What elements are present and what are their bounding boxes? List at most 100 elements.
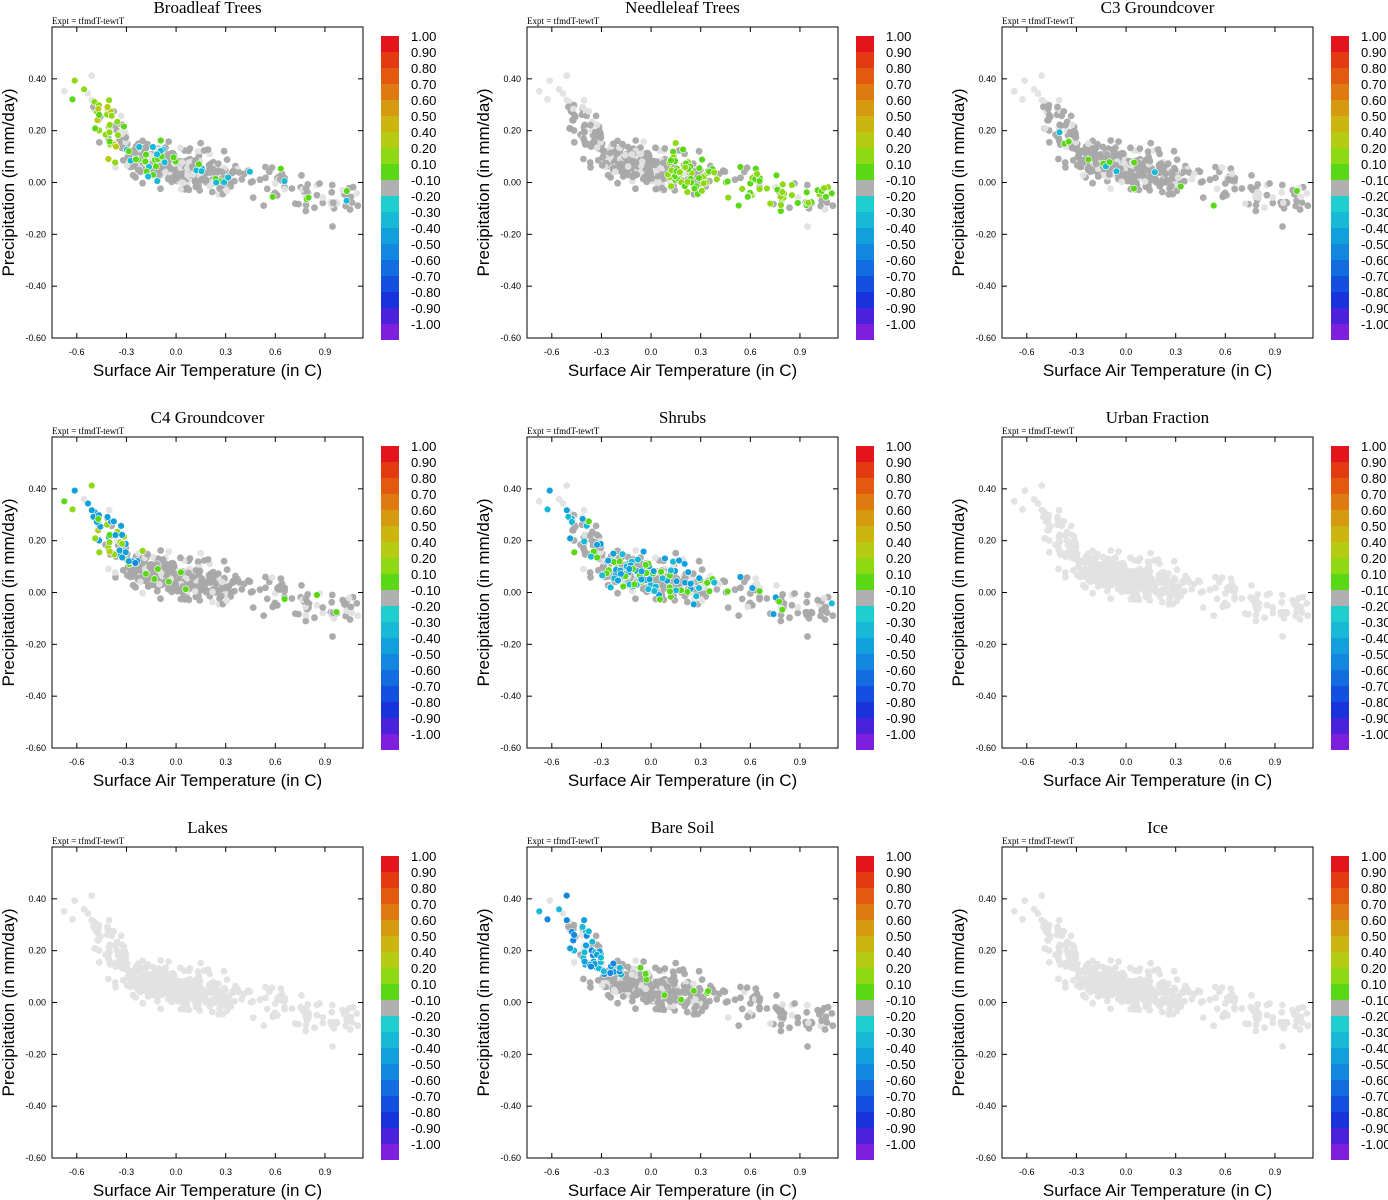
scatter-point <box>1112 572 1120 579</box>
scatter-point <box>112 573 119 581</box>
scatter-point <box>1263 601 1271 609</box>
scatter-point <box>1086 168 1094 176</box>
y-tick-label: -0.40 <box>975 691 996 701</box>
scatter-point <box>262 174 269 182</box>
colorbar-swatch <box>381 872 399 888</box>
colorbar-label: -0.70 <box>411 269 441 284</box>
scatter-point <box>106 941 114 949</box>
highlight-point <box>644 585 652 593</box>
colorbar-swatch <box>856 622 874 638</box>
scatter-point <box>1304 612 1312 620</box>
scatter-point <box>188 573 196 581</box>
colorbar-label: 0.60 <box>411 93 436 108</box>
scatter-point <box>1045 521 1053 529</box>
x-tick-label: 0.0 <box>170 757 183 767</box>
highlight-point <box>753 170 761 178</box>
colorbar-swatch <box>381 308 399 324</box>
highlight-point <box>1105 158 1114 166</box>
scatter-point <box>1231 595 1238 603</box>
scatter-point <box>1252 207 1260 215</box>
colorbar-swatch <box>856 52 874 68</box>
colorbar: 1.000.900.800.700.600.500.400.200.10-0.1… <box>1331 439 1388 750</box>
highlight-point <box>667 566 675 575</box>
highlight-point <box>68 95 77 104</box>
highlight-point <box>609 549 618 558</box>
scatter-point <box>1142 567 1150 574</box>
highlight-point <box>114 131 122 139</box>
colorbar-label: 0.60 <box>886 93 911 108</box>
highlight-point <box>197 167 206 175</box>
x-tick-label: -0.6 <box>1019 347 1035 357</box>
highlight-point <box>1112 167 1121 176</box>
scatter-point <box>1103 151 1111 158</box>
scatter-point <box>129 171 137 179</box>
scatter-point <box>786 614 793 622</box>
scatter-point <box>593 121 601 129</box>
scatter-point <box>535 497 543 505</box>
y-tick-label: -0.20 <box>975 229 996 239</box>
highlight-point <box>692 592 700 600</box>
scatter-point <box>153 971 161 978</box>
scatter-point <box>249 998 256 1005</box>
x-tick-label: 0.0 <box>1120 347 1133 357</box>
scatter-point <box>652 964 659 972</box>
scatter-point <box>1118 588 1126 596</box>
x-tick-label: -0.6 <box>1019 757 1035 767</box>
scatter-point <box>779 591 787 598</box>
scatter-point <box>1199 604 1207 611</box>
scatter-point <box>1112 162 1120 169</box>
scatter-point <box>569 105 577 113</box>
scatter-point <box>628 151 636 158</box>
scatter-point <box>1067 522 1075 530</box>
highlight-point <box>568 518 576 526</box>
colorbar-swatch <box>381 180 399 196</box>
scatter-point <box>224 994 232 1001</box>
highlight-point <box>593 553 601 562</box>
scatter-point <box>1190 170 1198 178</box>
highlight-point <box>566 534 574 543</box>
scatter-point <box>88 892 96 899</box>
scatter-point <box>1038 506 1046 514</box>
scatter-point <box>1212 584 1219 592</box>
colorbar-label: 1.00 <box>1361 29 1386 44</box>
colorbar-label: -0.40 <box>411 221 441 236</box>
highlight-point <box>332 608 341 616</box>
scatter-point <box>1296 206 1304 213</box>
colorbar-swatch <box>1331 462 1349 478</box>
scatter-point <box>1174 174 1182 182</box>
y-tick-label: 0.40 <box>978 74 996 84</box>
x-tick-label: -0.3 <box>1069 347 1085 357</box>
scatter-point <box>168 588 176 596</box>
scatter-point <box>268 984 276 991</box>
scatter-point <box>1094 583 1102 590</box>
highlight-point <box>105 128 114 137</box>
scatter-point <box>1127 554 1134 562</box>
colorbar-swatch <box>381 1016 399 1032</box>
colorbar-label: -0.50 <box>886 647 916 662</box>
scatter-point <box>311 1024 318 1032</box>
highlight-point <box>657 568 665 576</box>
scatter-point <box>587 531 594 539</box>
scatter-point <box>177 554 184 562</box>
x-tick-label: -0.6 <box>69 347 85 357</box>
colorbar-swatch <box>381 324 399 340</box>
scatter-point <box>659 581 667 589</box>
scatter-point <box>263 185 271 193</box>
scatter-point <box>1086 578 1094 586</box>
scatter-point <box>587 143 595 151</box>
scatter-point <box>354 202 362 210</box>
colorbar-swatch <box>856 558 874 574</box>
scatter-point <box>249 1014 257 1021</box>
colorbar-label: -0.80 <box>411 1105 441 1120</box>
colorbar-label: -0.50 <box>1361 647 1388 662</box>
scatter-point <box>1156 164 1164 171</box>
scatter-point <box>570 111 578 119</box>
scatter-point <box>346 206 354 213</box>
x-tick-label: -0.3 <box>119 347 135 357</box>
scatter-point <box>1154 556 1162 563</box>
highlight-point <box>131 559 140 567</box>
scatter-point <box>353 1010 361 1017</box>
scatter-point <box>194 968 202 976</box>
scatter-point <box>214 980 222 988</box>
